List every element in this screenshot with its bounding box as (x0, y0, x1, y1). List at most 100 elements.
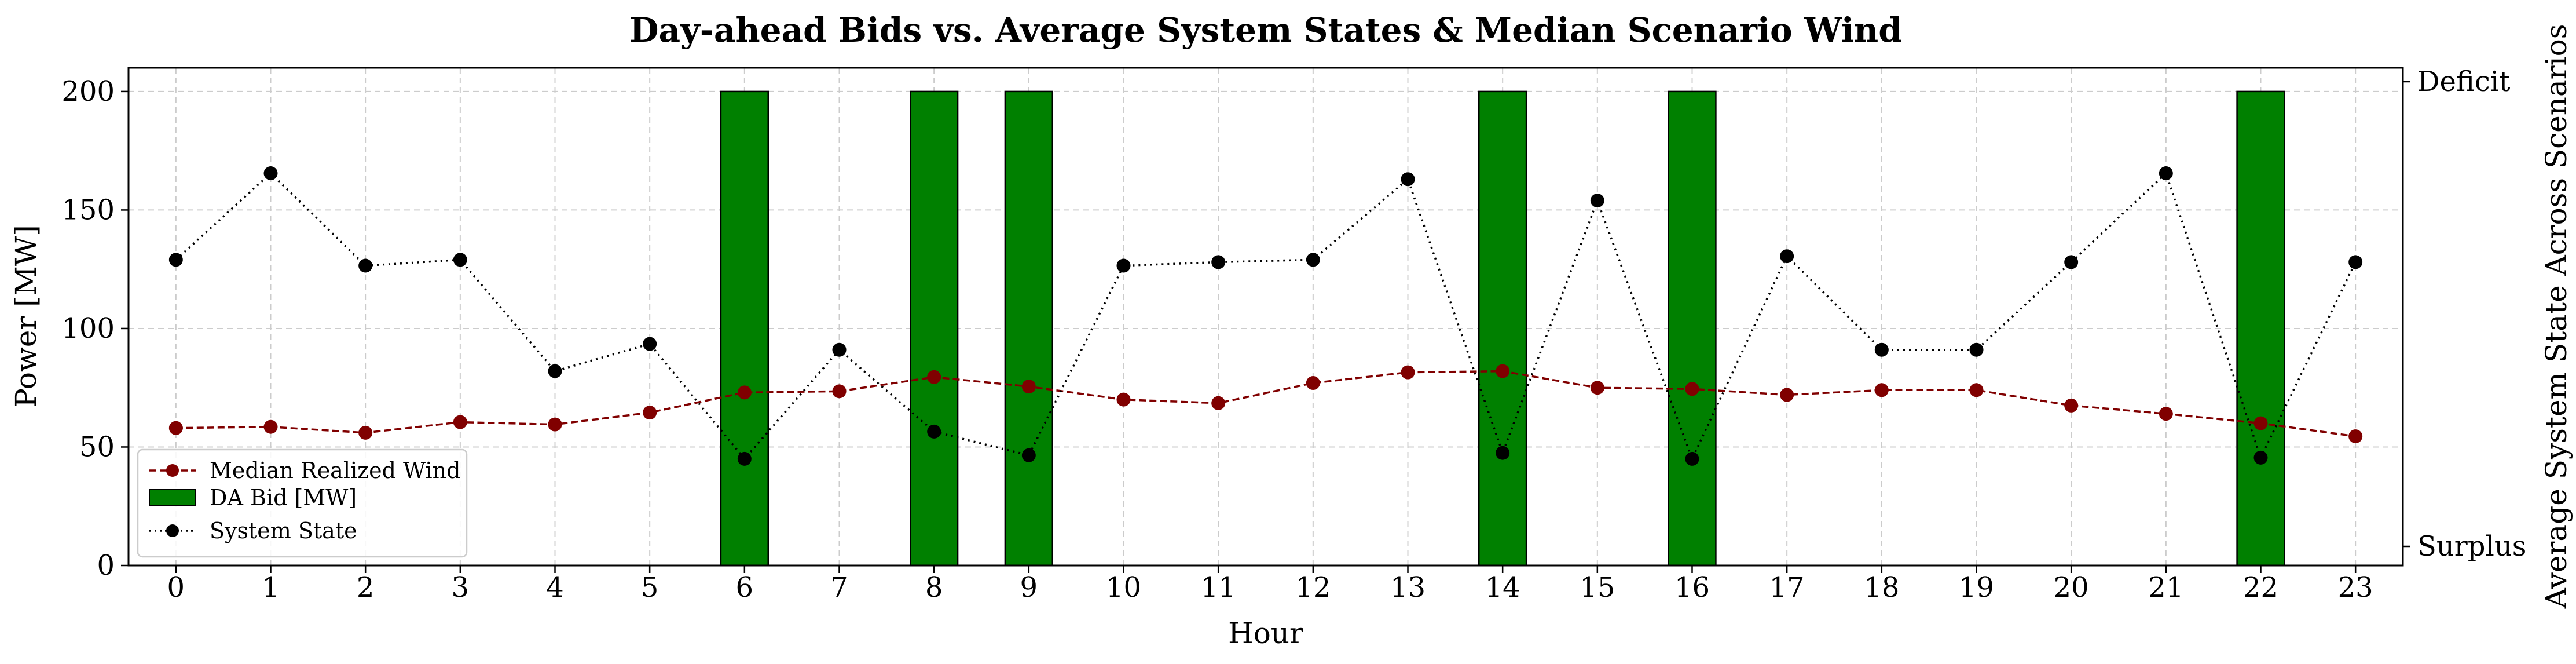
wind-point (358, 425, 373, 440)
x-tick-label: 2 (357, 571, 375, 604)
system-state-point (737, 451, 752, 466)
x-tick-label: 5 (641, 571, 659, 604)
system-state-point (1780, 249, 1794, 264)
x-axis: 0 1 2 3 4 5 6 7 8 9 10 11 12 13 14 15 16 17 18 19 20 21 22 23 (167, 566, 2373, 604)
system-state-point (643, 337, 657, 351)
system-state-point (1874, 342, 1889, 357)
y-tick-label: 100 (61, 312, 115, 345)
x-tick-label: 11 (1201, 571, 1236, 604)
system-state-point (927, 424, 941, 439)
wind-point (2253, 416, 2268, 430)
x-tick-label: 0 (167, 571, 185, 604)
wind-point (1306, 376, 1320, 391)
y2-axis: Deficit Surplus (2403, 65, 2526, 563)
x-tick-label: 7 (830, 571, 848, 604)
wind-point (1211, 396, 1226, 410)
system-state-point (1590, 194, 1604, 208)
legend-box (137, 448, 468, 558)
x-tick-label: 13 (1390, 571, 1426, 604)
x-tick-label: 20 (2054, 571, 2089, 604)
x-tick-label: 12 (1295, 571, 1331, 604)
x-tick-label: 10 (1106, 571, 1141, 604)
wind-point (1874, 383, 1889, 397)
wind-point (1590, 381, 1604, 395)
legend-marker-system-state (166, 524, 179, 537)
system-state-point (1685, 451, 1699, 466)
wind-point (1401, 365, 1415, 380)
wind-point (1496, 364, 1510, 378)
system-state-point (832, 342, 847, 357)
wind-point (737, 385, 752, 400)
y2-tick-label-deficit: Deficit (2417, 65, 2510, 98)
da-bid-bar (1478, 90, 1527, 567)
wind-point (832, 384, 847, 399)
wind-point (1116, 392, 1131, 407)
x-tick-label: 22 (2243, 571, 2278, 604)
system-state-point (2159, 166, 2173, 181)
system-state-point (2348, 255, 2363, 269)
plot-frame (127, 67, 2404, 567)
x-tick-label: 8 (925, 571, 943, 604)
wind-point (1780, 388, 1794, 402)
x-tick-label: 18 (1864, 571, 1899, 604)
y-tick-label: 50 (79, 430, 115, 463)
wind-point (643, 406, 657, 420)
y-tick-label: 0 (97, 549, 115, 582)
y-tick-label: 200 (61, 75, 115, 108)
system-state-point (1969, 342, 1984, 357)
wind-line (175, 370, 2356, 437)
wind-point (1969, 383, 1984, 397)
wind-point (453, 415, 467, 429)
system-state-line (175, 171, 2357, 462)
system-state-point (1496, 446, 1510, 460)
x-tick-label: 17 (1769, 571, 1805, 604)
system-state-point (1211, 255, 1226, 269)
wind-point (1685, 382, 1699, 396)
legend-label-wind: Median Realized Wind (210, 458, 460, 483)
x-tick-label: 9 (1020, 571, 1038, 604)
grid (129, 68, 2403, 566)
line-series (168, 166, 2363, 466)
x-tick-label: 16 (1674, 571, 1710, 604)
x-tick-label: 23 (2338, 571, 2373, 604)
y-axis-label: Power [MW] (9, 225, 43, 408)
legend-label-da-bid: DA Bid [MW] (210, 485, 357, 510)
x-tick-label: 6 (736, 571, 754, 604)
x-tick-label: 15 (1580, 571, 1615, 604)
legend: Median Realized Wind DA Bid [MW] System … (137, 448, 468, 558)
system-state-point (2064, 255, 2079, 269)
wind-point (548, 417, 562, 432)
wind-point (2159, 407, 2173, 421)
wind-point (2064, 398, 2079, 413)
system-state-point (1306, 253, 1320, 267)
system-state-point (358, 258, 373, 273)
da-bid-bar (1004, 90, 1053, 567)
y2-tick-label-surplus: Surplus (2417, 530, 2526, 563)
wind-point (263, 419, 278, 434)
system-state-point (453, 253, 467, 267)
y2-axis-label: Average System State Across Scenarios (2540, 24, 2573, 610)
x-tick-label: 21 (2148, 571, 2183, 604)
bar-series (720, 90, 2285, 567)
x-tick-label: 19 (1959, 571, 1994, 604)
da-bid-bar (1668, 90, 1717, 567)
da-bid-bar (910, 90, 959, 567)
system-state-point (2253, 450, 2268, 465)
wind-point (1021, 380, 1036, 394)
system-state-point (168, 253, 183, 267)
da-bid-bar (720, 90, 769, 567)
wind-point (927, 370, 941, 384)
legend-label-system-state: System State (210, 518, 357, 543)
chart-title: Day-ahead Bids vs. Average System States… (629, 10, 1902, 50)
wind-point (2348, 429, 2363, 444)
system-state-point (548, 364, 562, 378)
system-state-point (263, 166, 278, 181)
wind-point (168, 421, 183, 435)
x-tick-label: 1 (262, 571, 280, 604)
y-axis: 0 50 100 150 200 (61, 75, 129, 582)
y-tick-label: 150 (61, 194, 115, 226)
x-tick-label: 3 (452, 571, 470, 604)
system-state-point (1021, 448, 1036, 462)
legend-swatch-da-bid (149, 489, 196, 506)
